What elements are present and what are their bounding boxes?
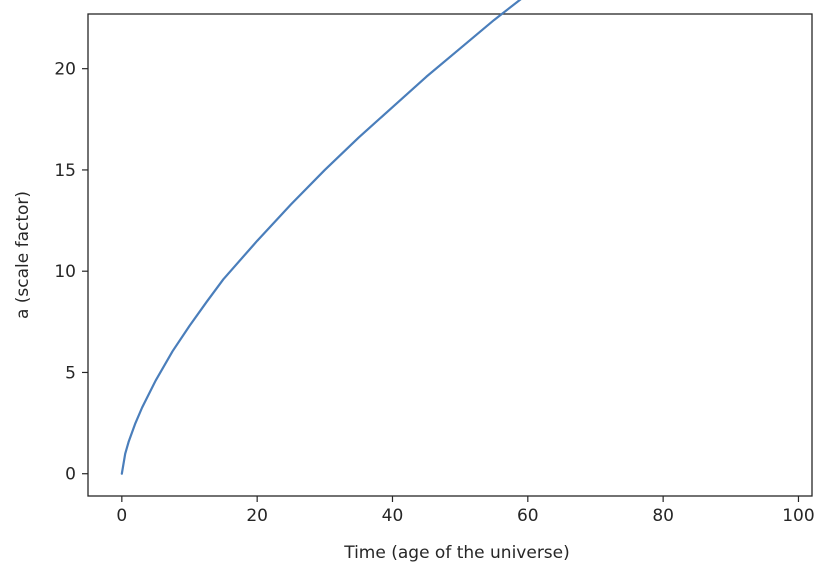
x-tick-label: 0 xyxy=(116,506,127,526)
series-line xyxy=(120,0,522,475)
y-axis: 0 5 10 15 20 xyxy=(54,60,88,485)
x-tick-label: 60 xyxy=(517,506,539,526)
y-tick-label: 20 xyxy=(54,60,76,80)
x-tick-label: 20 xyxy=(246,506,268,526)
x-tick-label: 40 xyxy=(382,506,404,526)
y-tick-label: 5 xyxy=(65,363,76,383)
x-axis-label: Time (age of the universe) xyxy=(343,543,570,563)
x-tick-label: 80 xyxy=(652,506,674,526)
y-tick-label: 0 xyxy=(65,465,76,485)
y-axis-label: a (scale factor) xyxy=(13,191,33,319)
plot-frame xyxy=(87,13,813,497)
x-tick-label: 100 xyxy=(782,506,814,526)
x-axis: 0 20 40 60 80 100 xyxy=(116,496,815,526)
y-tick-label: 10 xyxy=(54,262,76,282)
y-tick-label: 15 xyxy=(54,161,76,181)
